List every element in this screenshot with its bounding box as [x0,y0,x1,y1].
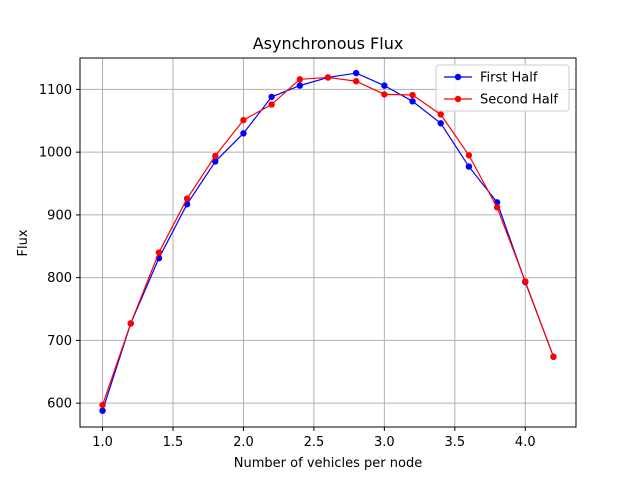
data-point [240,116,247,124]
data-point [99,407,106,414]
legend-marker [454,95,462,103]
data-point [409,91,416,99]
data-point [465,163,473,170]
data-point [409,98,416,105]
legend: First Half Second Half [435,64,570,112]
data-point [268,93,275,101]
data-point [493,204,501,211]
y-tick-label: 800 [47,271,72,286]
data-point [550,353,557,360]
data-point [437,120,444,127]
chart-title: Asynchronous Flux [253,34,404,53]
x-tick-label: 3.0 [374,435,395,450]
legend-label: First Half [480,71,538,86]
series-1 [99,74,557,409]
data-point [381,82,388,89]
y-tick-label: 600 [47,397,72,412]
data-point [155,249,163,256]
data-point [268,101,275,108]
x-axis-label: Number of vehicles per node [234,456,422,471]
data-point [324,74,332,81]
data-point [240,130,247,137]
x-tick-label: 3.5 [444,435,465,450]
data-point [522,278,529,285]
y-tick-label: 700 [47,334,72,349]
data-point [352,78,360,85]
data-point [465,152,473,159]
data-point [437,111,444,118]
axis-ticks: 1.0 1.5 2.0 2.5 3.0 3.5 4.0 600 700 800 900 1000 110… [39,83,536,450]
y-tick-label: 900 [47,208,72,223]
x-tick-label: 1.5 [163,435,184,450]
y-axis-label: Flux [16,229,31,256]
legend-marker [454,73,462,81]
x-tick-label: 2.5 [304,435,325,450]
x-tick-label: 4.0 [515,435,536,450]
x-tick-label: 2.0 [233,435,254,450]
data-point [296,82,304,89]
legend-label: Second Half [480,93,558,108]
y-tick-label: 1100 [39,83,72,98]
x-tick-label: 1.0 [92,435,113,450]
data-point [352,69,360,77]
data-point [296,76,304,83]
data-point [381,91,388,98]
data-point [212,158,219,165]
plot-frame [79,57,577,428]
data-point [127,320,134,327]
data-point [212,152,219,160]
data-point [99,401,106,409]
y-tick-label: 1000 [39,146,72,161]
plot-series [99,69,557,414]
data-point [183,195,191,202]
